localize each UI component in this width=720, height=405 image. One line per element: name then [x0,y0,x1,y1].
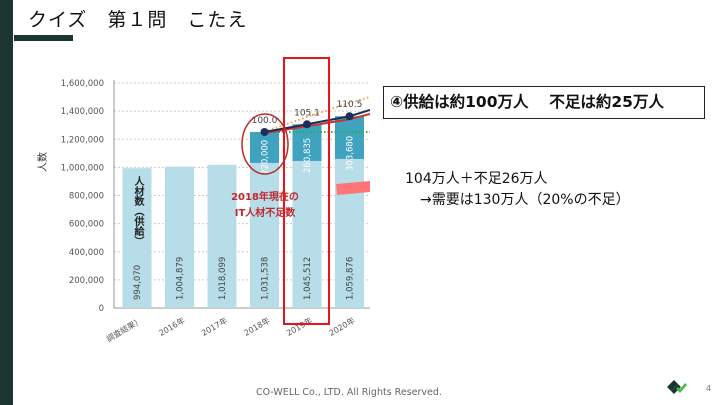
left-accent-bar [0,0,13,405]
y-tick-label: 800,000 [69,192,104,202]
supply-value-label: 1,004,879 [176,257,186,300]
x-tick-label: 2016年 [157,315,187,338]
x-tick-label: 20 [386,316,399,329]
shortage-bar [250,132,279,163]
slide-title: クイズ 第１問 こたえ [28,9,248,31]
highlight-2019-box [283,57,330,325]
note-line-1: 104万人＋不足26万人 [405,171,548,187]
annotation-line-2: IT人材不足数 [235,206,297,219]
y-tick-label: 1,600,000 [61,79,104,89]
y-tick-label: 1,000,000 [61,163,104,173]
supply-bar [250,162,279,308]
y-tick-label: 200,000 [69,276,104,286]
demand-point [345,112,354,121]
y-tick-label: 1,400,000 [61,107,104,117]
y-tick-label: 0 [99,304,104,314]
shortage-bar [335,116,364,159]
supply-value-label: 1,018,099 [218,257,228,300]
shortage-value-label: 260,835 [303,138,313,173]
shortage-value-label: 220,000 [261,140,271,175]
supply-series-label: 人材数（供給） [132,176,143,246]
y-tick-label: 600,000 [69,220,104,230]
supply-value-label: 1,031,538 [261,257,271,300]
y-tick-label: 400,000 [69,248,104,258]
y-tick-label: 1,200,000 [61,135,104,145]
x-tick-label: 調査結果） [104,315,144,344]
index-label: 110.5 [337,100,363,110]
supply-value-label: 994,070 [133,265,143,300]
answer-box: ④供給は約100万人 不足は約25万人 [383,86,705,119]
x-tick-label: 2020年 [327,315,357,338]
shortage-bar [292,124,322,161]
annotation-line-1: 2018年現在の [231,190,299,203]
company-logo-icon [667,380,687,394]
pink-arrow-shape [336,181,370,195]
orange-dotted-line [264,96,370,133]
highlight-ellipse [241,113,289,175]
x-tick-label: 2018年 [242,315,272,338]
demand-point [303,120,311,129]
note-line-2: →需要は130万人（20%の不足） [420,192,630,208]
footer-copyright: CO-WELL Co., LTD. All Rights Reserved. [256,387,442,398]
page-number: 4 [706,384,712,393]
title-underline [14,35,73,41]
supply-bar [165,166,194,308]
y-axis-label: 人数 [36,152,49,172]
demand-point [260,128,269,137]
supply-value-label: 1,045,512 [303,257,313,300]
index-label: 100.0 [252,116,278,126]
x-tick-label: 2019年 [284,315,314,338]
x-tick-label: 2017年 [199,315,229,338]
supply-bar [207,164,237,308]
supply-bar [292,160,322,308]
supply-bar [122,168,152,308]
index-label: 105.1 [294,108,320,118]
supply-value-label: 1,059,876 [346,257,356,300]
shortage-value-label: 303,680 [346,136,356,171]
